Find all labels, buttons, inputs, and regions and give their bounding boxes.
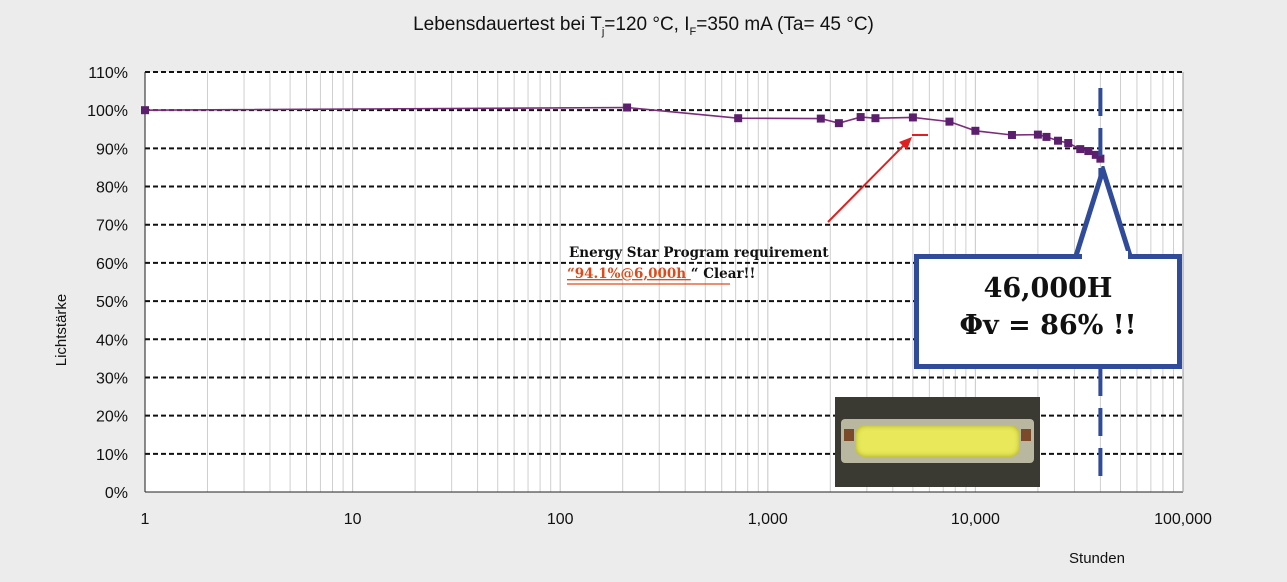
- y-axis-label: Lichtstärke: [53, 294, 70, 367]
- x-tick-label: 1,000: [748, 511, 788, 528]
- data-point: [1007, 131, 1016, 139]
- data-point: [1054, 136, 1063, 145]
- y-tick-label: 100%: [87, 103, 128, 120]
- y-tick-label: 20%: [96, 409, 128, 426]
- led-pad-right: [1021, 429, 1031, 441]
- led-module-photo: [835, 397, 1040, 487]
- chart-title: Lebensdauertest bei Tj=120 °C, IF=350 mA…: [413, 14, 874, 38]
- data-point: [734, 114, 743, 123]
- y-tick-label: 80%: [96, 180, 128, 197]
- data-point: [871, 114, 880, 123]
- y-tick-label: 70%: [96, 218, 128, 235]
- grid: [144, 71, 1184, 493]
- x-tick-label: 1: [141, 511, 150, 528]
- y-tick-label: 60%: [96, 256, 128, 273]
- energy-star-arrowhead: [899, 137, 912, 150]
- data-point: [816, 114, 825, 123]
- x-axis-label: Stunden: [1069, 550, 1125, 567]
- x-tick-label: 100: [547, 511, 574, 528]
- data-point: [1084, 147, 1093, 156]
- led-pad-left: [844, 429, 854, 441]
- data-point: [1096, 154, 1105, 163]
- x-tick-labels: 1 10 100 1,000 10,000 100,000: [141, 511, 1212, 528]
- data-point: [1091, 150, 1100, 159]
- y-tick-label: 110%: [88, 65, 128, 82]
- data-point: [1076, 145, 1085, 154]
- callout-hours: 46,000H: [983, 273, 1113, 304]
- data-point: [1033, 130, 1042, 139]
- callout-flux: Φv = 86% !!: [959, 310, 1137, 341]
- data-point: [834, 119, 843, 128]
- energy-star-annotation: Energy Star Program requirement “94.1%@6…: [567, 134, 928, 285]
- callout-pointer-cover: [1082, 251, 1128, 262]
- data-point: [856, 113, 865, 122]
- y-tick-label: 90%: [96, 141, 128, 158]
- x-tick-label: 10: [344, 511, 362, 528]
- energy-star-label: Energy Star Program requirement: [569, 245, 829, 261]
- y-tick-label: 50%: [96, 294, 128, 311]
- led-emitter: [855, 425, 1020, 457]
- y-tick-label: 10%: [96, 447, 128, 464]
- energy-star-value: “94.1%@6,000h “ Clear!!: [567, 266, 755, 282]
- data-point: [623, 103, 632, 112]
- callout-box: 46,000H Φv = 86% !!: [914, 254, 1182, 369]
- y-tick-label: 0%: [105, 485, 128, 502]
- callout-pointer: [1071, 166, 1135, 261]
- energy-star-arrow: [827, 138, 911, 223]
- y-tick-labels: 0% 10% 20% 30% 40% 50% 60% 70% 80% 90% 100% 110%: [87, 65, 128, 502]
- y-tick-label: 40%: [96, 332, 128, 349]
- x-tick-label: 100,000: [1154, 511, 1212, 528]
- data-point: [908, 113, 917, 122]
- data-point: [1064, 139, 1073, 148]
- x-tick-label: 10,000: [951, 511, 1000, 528]
- data-point: [1042, 132, 1051, 141]
- y-tick-label: 30%: [96, 370, 128, 387]
- data-point: [945, 117, 954, 126]
- data-point: [141, 106, 149, 115]
- data-point: [971, 126, 980, 135]
- series: [141, 103, 1105, 163]
